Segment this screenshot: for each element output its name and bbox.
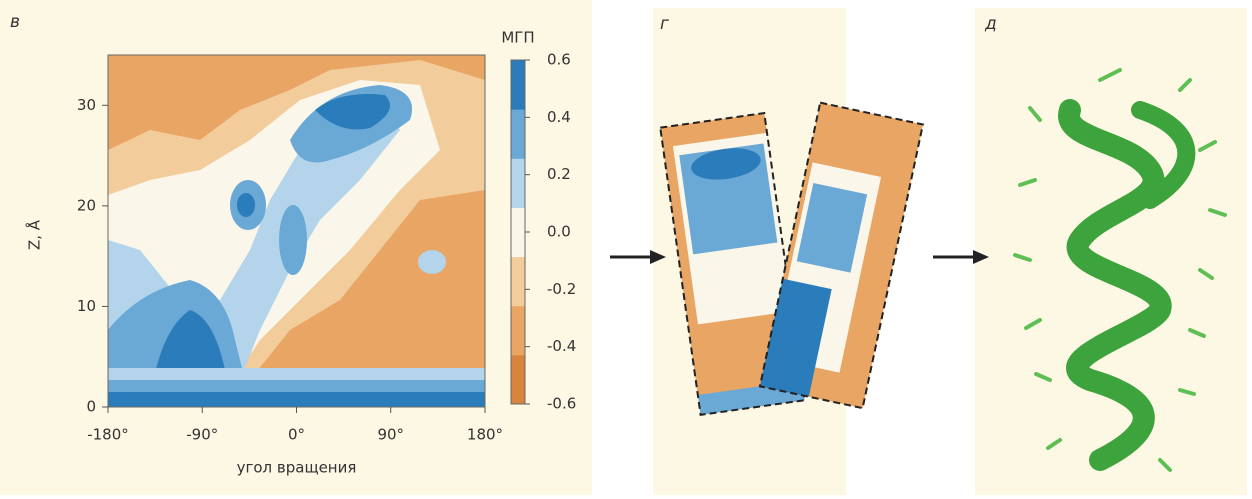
- colorbar-tick-label: 0.6: [547, 51, 571, 69]
- colorbar-label: МГП: [501, 29, 534, 47]
- x-tick-label: -90°: [186, 426, 218, 444]
- colorbar-tick-label: 0.4: [547, 108, 571, 126]
- panel-label: в: [10, 12, 20, 32]
- colorbar-segment: [511, 257, 525, 307]
- x-tick-label: -180°: [87, 426, 129, 444]
- x-tick-label: 90°: [377, 426, 404, 444]
- colorbar-tick-label: -0.4: [547, 337, 576, 355]
- panel-label: д: [984, 14, 997, 34]
- colorbar-segment: [511, 109, 525, 159]
- x-axis-label: угол вращения: [237, 459, 357, 477]
- y-tick-label: 10: [77, 297, 96, 315]
- y-tick-label: 20: [77, 196, 96, 214]
- y-tick-label: 30: [77, 96, 96, 114]
- colorbar-segment: [511, 207, 525, 257]
- x-tick-label: 0°: [288, 426, 305, 444]
- colorbar-tick-label: -0.6: [547, 395, 576, 413]
- colorbar-segment: [511, 306, 525, 356]
- colorbar-tick-label: -0.2: [547, 280, 576, 298]
- x-tick-label: 180°: [467, 426, 503, 444]
- contour-field: [108, 55, 485, 407]
- figure: в г д: [0, 0, 1252, 495]
- colorbar-segment: [511, 355, 525, 405]
- colorbar-segment: [511, 158, 525, 208]
- panel-bg: [975, 8, 1247, 495]
- colorbar-tick-label: 0.2: [547, 165, 571, 183]
- y-axis-label: Z, Å: [25, 219, 44, 250]
- y-tick-label: 0: [86, 398, 96, 416]
- colorbar-tick-label: 0.0: [547, 223, 571, 241]
- panel-label: г: [660, 14, 669, 34]
- colorbar-segment: [511, 60, 525, 110]
